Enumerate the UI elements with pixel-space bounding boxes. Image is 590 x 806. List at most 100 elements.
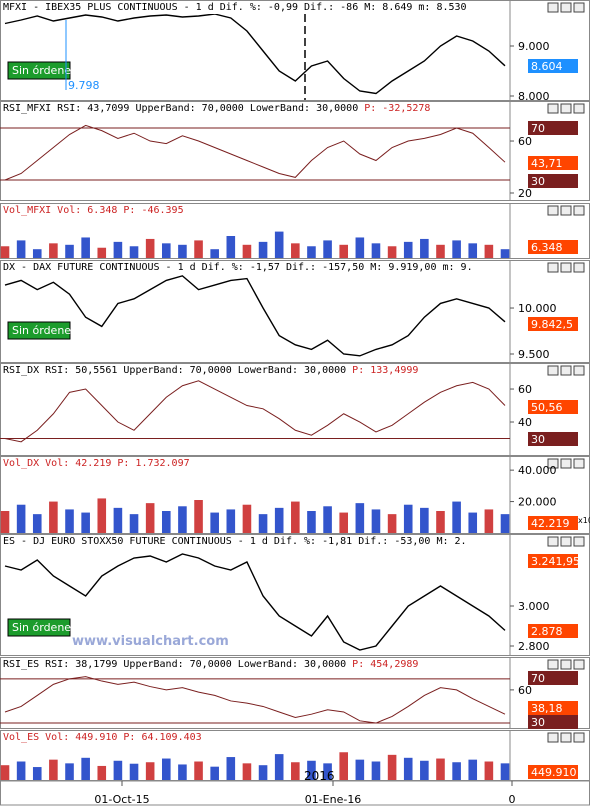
plot <box>0 231 510 258</box>
window-button[interactable] <box>547 365 559 376</box>
window-button[interactable] <box>573 103 585 114</box>
window-button[interactable] <box>547 536 559 547</box>
window-button[interactable] <box>547 103 559 114</box>
window-button[interactable] <box>547 458 559 469</box>
volume-bar <box>387 246 397 258</box>
window-button[interactable] <box>560 365 572 376</box>
year-label: 2016 <box>304 769 335 783</box>
volume-bar <box>403 757 413 780</box>
volume-bar <box>307 760 316 780</box>
price-tag-label: 30 <box>531 175 545 188</box>
volume-bar <box>436 244 445 258</box>
window-button[interactable] <box>573 365 585 376</box>
price-tag <box>528 715 578 729</box>
orders-label: Sin órdenes <box>12 64 77 77</box>
volume-bar <box>129 514 139 533</box>
volume-bar <box>258 765 268 780</box>
window-button[interactable] <box>560 536 572 547</box>
panel-header: RSI_ES RSI: 38,1799 UpperBand: 70,0000 L… <box>3 659 418 670</box>
window-button[interactable] <box>573 659 585 670</box>
panel-header: RSI_DX RSI: 50,5561 UpperBand: 70,0000 L… <box>3 365 418 376</box>
header-p: P: -46.395 <box>123 205 183 216</box>
volume-bar <box>420 507 429 533</box>
window-button[interactable] <box>573 732 585 743</box>
plot <box>4 275 506 357</box>
price-line <box>4 275 506 357</box>
x-tick-label: 01-Ene-16 <box>305 793 362 806</box>
volume-bar <box>339 244 349 258</box>
volume-bar <box>16 761 26 780</box>
volume-bar <box>113 760 123 780</box>
volume-bar <box>81 757 90 780</box>
volume-bar <box>355 237 365 258</box>
volume-bar <box>339 752 349 780</box>
window-button[interactable] <box>560 2 572 13</box>
x-tick-label: 0 <box>509 793 516 806</box>
window-button[interactable] <box>573 458 585 469</box>
volume-bar <box>145 238 155 258</box>
volume-bar <box>16 240 26 258</box>
volume-bar <box>178 764 187 780</box>
price-tag <box>528 765 578 779</box>
price-tag <box>528 701 578 715</box>
window-button[interactable] <box>560 732 572 743</box>
volume-bar <box>210 512 219 533</box>
price-tag <box>528 400 578 414</box>
price-tag-label: 38,18 <box>531 702 563 715</box>
header-p: P: 454,2989 <box>352 659 418 670</box>
volume-bar <box>355 759 365 780</box>
price-tag <box>528 121 578 135</box>
volume-bar <box>65 763 74 780</box>
y-tick-label: 3.000 <box>518 600 550 613</box>
price-tag <box>528 174 578 188</box>
volume-bar <box>226 236 236 258</box>
header-text: RSI_ES RSI: 38,1799 UpperBand: 70,0000 L… <box>3 659 346 670</box>
volume-bar <box>274 507 284 533</box>
volume-bar <box>371 761 381 780</box>
header-text: RSI_MFXI RSI: 43,7099 UpperBand: 70,0000… <box>3 103 358 114</box>
price-line <box>4 14 506 95</box>
window-button[interactable] <box>547 2 559 13</box>
panel-header: Vol_MFXI Vol: 6.348 P: -46.395 <box>3 205 184 216</box>
window-button[interactable] <box>560 458 572 469</box>
y-tick-label: 60 <box>518 135 532 148</box>
volume-bar <box>420 760 429 780</box>
price-tag-label: 70 <box>531 672 545 685</box>
volume-bar <box>323 506 332 533</box>
window-button[interactable] <box>560 262 572 273</box>
panel-header: Vol_ES Vol: 449.910 P: 64.109.403 <box>3 732 202 743</box>
y-tick-label: 9.000 <box>518 40 550 53</box>
header-text: Vol_DX Vol: 42.219 <box>3 458 111 469</box>
y-tick-label: 60 <box>518 684 532 697</box>
volume-bar <box>468 759 478 780</box>
volume-bar <box>500 763 510 780</box>
volume-bar <box>403 504 413 533</box>
rsi-line <box>4 124 506 181</box>
header-text: ES - DJ EURO STOXX50 FUTURE CONTINUOUS -… <box>3 536 467 547</box>
window-button[interactable] <box>573 205 585 216</box>
window-button[interactable] <box>560 205 572 216</box>
volume-bar <box>371 509 381 533</box>
window-button[interactable] <box>547 205 559 216</box>
window-button[interactable] <box>573 2 585 13</box>
price-tag-label: 3.241,95 <box>531 555 580 568</box>
volume-bar <box>307 511 316 533</box>
orders-box <box>7 61 71 80</box>
volume-bar <box>129 763 139 780</box>
volume-bar <box>500 514 510 533</box>
volume-bar <box>194 240 203 258</box>
window-button[interactable] <box>547 262 559 273</box>
volume-bar <box>323 240 332 258</box>
price-tag-label: 50,56 <box>531 401 563 414</box>
orders-label: Sin órdenes <box>12 621 77 634</box>
window-button[interactable] <box>573 262 585 273</box>
window-button[interactable] <box>573 536 585 547</box>
window-button[interactable] <box>547 732 559 743</box>
price-tag-label: 70 <box>531 122 545 135</box>
window-button[interactable] <box>560 103 572 114</box>
window-button[interactable] <box>560 659 572 670</box>
volume-bar <box>81 512 90 533</box>
window-button[interactable] <box>547 659 559 670</box>
header-text: MFXI - IBEX35 PLUS CONTINUOUS - 1 d Dif.… <box>3 2 467 13</box>
